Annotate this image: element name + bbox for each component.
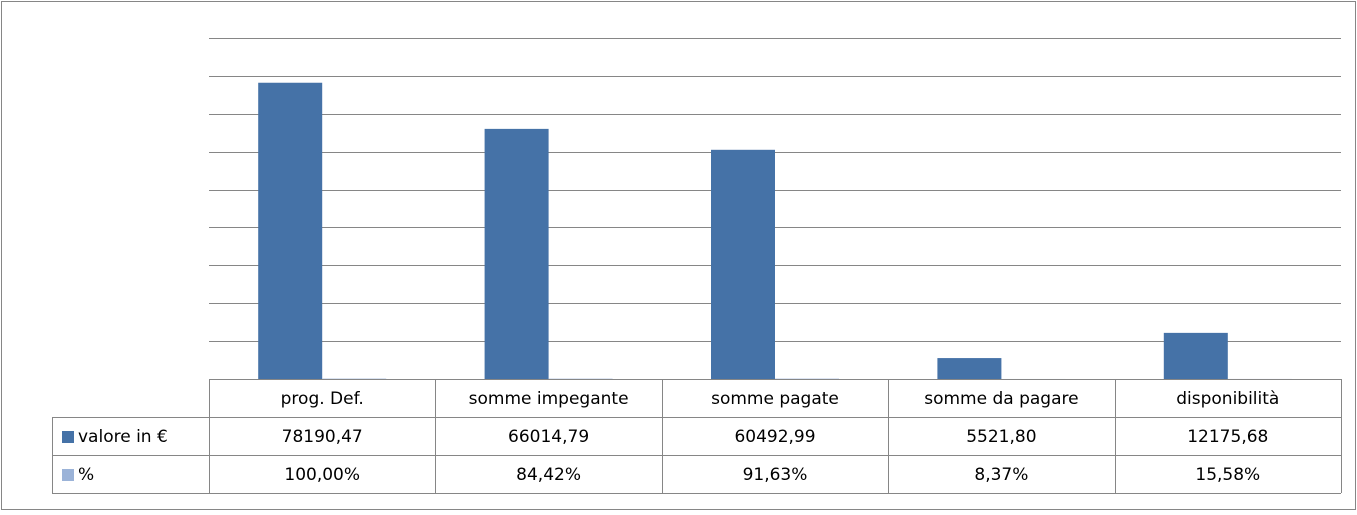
bar xyxy=(485,129,549,379)
data-label: 12175,68 xyxy=(1187,427,1268,447)
data-label: 15,58% xyxy=(1195,465,1260,485)
data-label: 60492,99 xyxy=(734,427,815,447)
legend-key xyxy=(62,469,74,481)
bar xyxy=(258,83,322,379)
x-tick-label: prog. Def. xyxy=(281,389,364,409)
data-label: 78190,47 xyxy=(282,427,363,447)
x-tick-label: somme impegante xyxy=(469,389,629,409)
data-label: 5521,80 xyxy=(966,427,1036,447)
data-label: 100,00% xyxy=(284,465,360,485)
legend-label: valore in € xyxy=(78,427,168,447)
bar xyxy=(937,358,1001,379)
data-label: 91,63% xyxy=(743,465,808,485)
bar xyxy=(711,150,775,379)
data-label: 66014,79 xyxy=(508,427,589,447)
x-tick-label: disponibilità xyxy=(1176,389,1279,409)
bar xyxy=(1164,333,1228,379)
x-tick-label: somme pagate xyxy=(711,389,839,409)
legend-key xyxy=(62,431,74,443)
x-tick-label: somme da pagare xyxy=(924,389,1078,409)
data-label: 8,37% xyxy=(974,465,1028,485)
legend-label: % xyxy=(78,465,94,485)
data-label: 84,42% xyxy=(516,465,581,485)
